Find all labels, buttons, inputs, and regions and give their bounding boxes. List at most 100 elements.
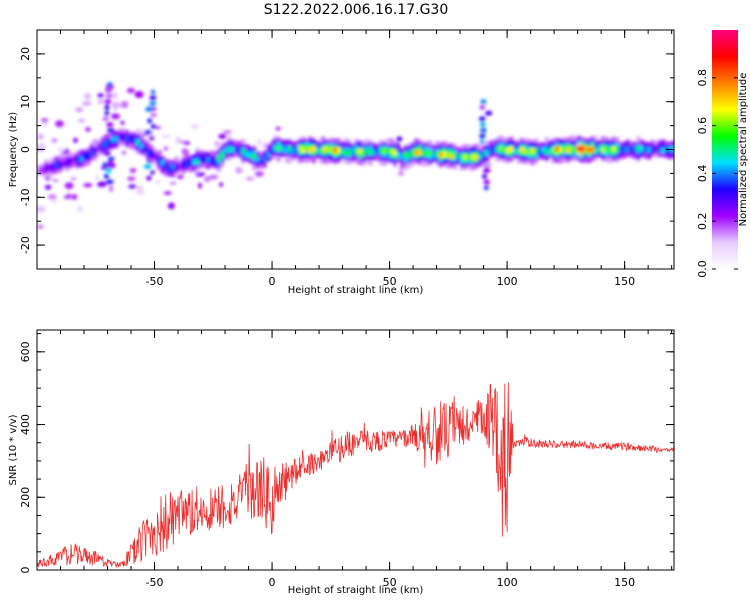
heatmap-cell — [597, 146, 602, 152]
x-tick-label: 150 — [614, 275, 635, 288]
heatmap-cell — [513, 148, 518, 154]
heatmap-cell — [283, 147, 288, 154]
heatmap-cell — [174, 164, 179, 170]
x-tick-label: 100 — [497, 576, 518, 589]
x-tick-label: -50 — [146, 275, 164, 288]
heatmap-cell — [44, 184, 52, 190]
heatmap-cell — [485, 110, 493, 116]
colorbar-tick-label: 0.6 — [696, 117, 709, 135]
heatmap-cell — [668, 146, 673, 152]
heatmap-cell — [37, 143, 46, 150]
heatmap-cell — [326, 146, 331, 152]
heatmap-cell — [615, 146, 620, 152]
heatmap-cell — [245, 151, 250, 157]
heatmap-cell — [498, 145, 503, 151]
heatmap-cell — [57, 147, 66, 153]
heatmap-cell — [252, 153, 257, 160]
heatmap-cell — [664, 146, 669, 152]
heatmap-cell — [257, 139, 262, 146]
heatmap-cell — [643, 146, 648, 152]
heatmap-cell — [340, 149, 345, 155]
heatmap-cell — [219, 182, 224, 187]
heatmap-cell — [192, 159, 197, 165]
x-tick-label: 50 — [383, 275, 397, 288]
heatmap-cell — [273, 145, 278, 151]
heatmap-cell — [75, 107, 84, 112]
heatmap-cell — [438, 152, 443, 158]
heatmap-cell — [206, 157, 211, 163]
heatmap-cell — [176, 174, 184, 180]
heatmap-cell — [587, 147, 592, 153]
heatmap-cell — [71, 194, 78, 200]
heatmap-cell — [294, 145, 299, 152]
heatmap-cell — [481, 150, 486, 157]
heatmap-cell — [223, 147, 228, 154]
heatmap-cell — [222, 130, 232, 134]
x-tick-label: 0 — [269, 275, 276, 288]
heatmap-cell — [121, 134, 126, 141]
heatmap-cell — [625, 146, 630, 153]
heatmap-cell — [558, 147, 563, 153]
heatmap-cell — [155, 125, 161, 130]
x-tick-label: -50 — [146, 576, 164, 589]
heatmap-cell — [97, 99, 104, 104]
heatmap-cell — [107, 82, 113, 87]
y-tick-label: 200 — [19, 487, 32, 508]
heatmap-cell — [495, 146, 500, 153]
heatmap-cell — [149, 95, 157, 101]
heatmap-cell — [421, 150, 426, 156]
y-tick-label: 20 — [19, 47, 32, 61]
heatmap-cell — [393, 150, 398, 156]
heatmap-cell — [262, 156, 267, 163]
heatmap-cell — [636, 145, 641, 152]
heatmap-cell — [410, 150, 415, 156]
heatmap-cell — [161, 134, 171, 138]
heatmap-cell — [188, 159, 193, 165]
heatmap-cell — [435, 151, 440, 157]
heatmap-cell — [254, 171, 264, 177]
heatmap-cell — [357, 148, 362, 154]
heatmap-cell — [146, 175, 152, 181]
heatmap-cell — [275, 126, 281, 131]
heatmap-cell — [126, 87, 135, 94]
heatmap-cell — [590, 146, 595, 153]
heatmap-cell — [41, 121, 48, 127]
colorbar: 0.0 0.2 0.4 0.6 0.8 Normalized spectral ampl… — [696, 30, 749, 278]
heatmap-cell — [354, 148, 359, 154]
heatmap-cell — [100, 142, 105, 149]
colorbar-label: Normalized spectral amplitude — [738, 73, 749, 227]
heatmap-cell — [259, 159, 264, 165]
spectrogram-frame — [36, 29, 675, 270]
heatmap-cell — [139, 143, 144, 149]
heatmap-cell — [199, 155, 204, 162]
heatmap-cell — [238, 147, 243, 153]
heatmap-cell — [127, 184, 137, 189]
y-tick-label: -10 — [19, 188, 32, 206]
colorbar-gradient — [712, 30, 738, 269]
heatmap-cell — [572, 147, 577, 154]
heatmap-cell — [106, 179, 114, 185]
heatmap-cell — [534, 148, 539, 154]
heatmap-cell — [301, 147, 306, 153]
heatmap-cell — [202, 152, 207, 164]
heatmap-cell — [530, 148, 535, 154]
heatmap-cell — [79, 156, 84, 162]
heatmap-cell — [44, 165, 49, 171]
heatmap-cell — [77, 205, 83, 212]
snr-x-label: Height of straight line (km) — [288, 585, 424, 596]
heatmap-cell — [654, 146, 659, 152]
heatmap-cell — [40, 118, 49, 122]
heatmap-cell — [150, 169, 155, 175]
heatmap-cell — [135, 189, 145, 195]
y-tick-label: 0 — [19, 567, 32, 574]
heatmap-cell — [183, 141, 191, 145]
heatmap-cell — [134, 91, 144, 98]
colorbar-tick-label: 0.2 — [696, 212, 709, 230]
heatmap-cell — [400, 154, 405, 160]
heatmap-cell — [37, 206, 46, 213]
heatmap-cell — [629, 146, 634, 152]
y-tick-label: -20 — [19, 236, 32, 254]
y-tick-label: 10 — [19, 95, 32, 109]
heatmap-cell — [474, 154, 479, 160]
heatmap-cell — [482, 168, 491, 173]
